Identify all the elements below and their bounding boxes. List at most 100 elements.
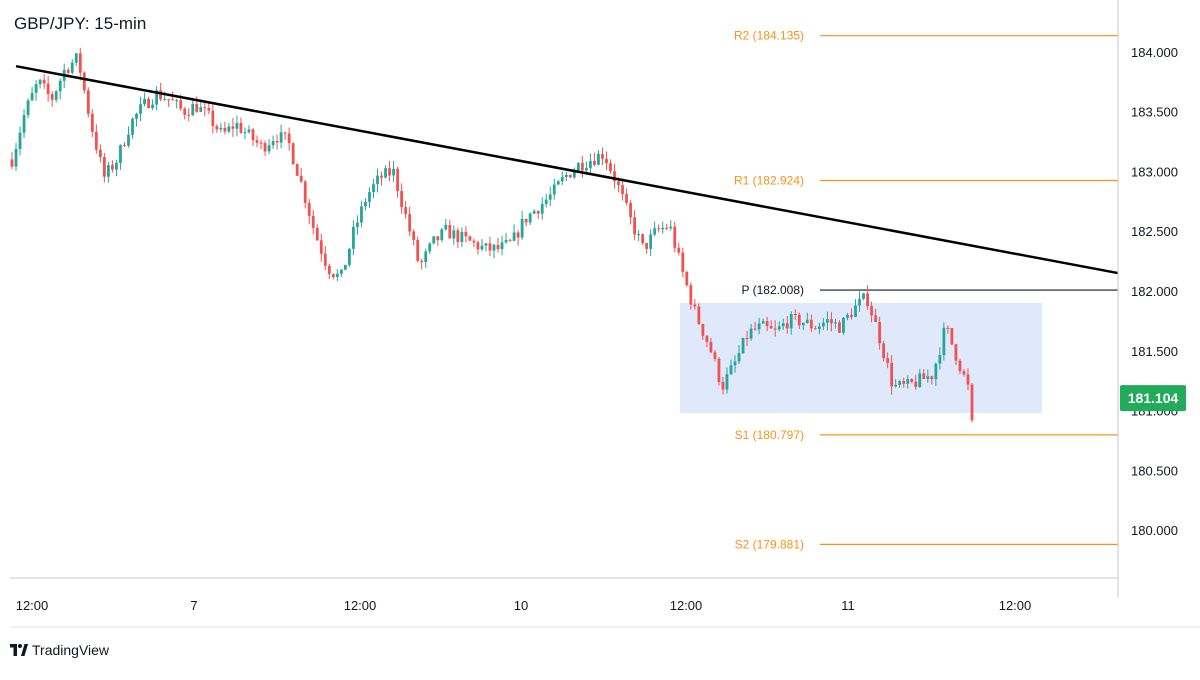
x-tick-3: 10: [514, 598, 528, 613]
candle-body-194: [789, 314, 793, 329]
candle-body-43: [183, 108, 187, 115]
candle-body-214: [870, 306, 873, 316]
candle-body-169: [689, 285, 693, 305]
candle-body-52: [219, 127, 223, 130]
candle-body-202: [821, 322, 825, 327]
candle-body-21: [94, 131, 98, 150]
candle-body-84: [348, 248, 351, 265]
candle-body-185: [753, 328, 757, 330]
candle-body-93: [384, 168, 387, 178]
range-box-layer: [680, 302, 1042, 413]
candle-body-82: [339, 269, 343, 274]
candle-body-112: [460, 231, 464, 242]
candle-body-135: [552, 184, 556, 195]
candle-body-24: [107, 165, 110, 177]
candle-body-129: [528, 213, 532, 223]
candle-body-0: [10, 159, 14, 167]
candle-body-209: [850, 314, 853, 318]
candle-body-226: [918, 373, 922, 387]
candle-body-92: [380, 175, 383, 178]
candle-body-66: [275, 141, 279, 143]
candle-body-99: [408, 214, 412, 232]
x-tick-1: 7: [190, 598, 197, 613]
candle-body-179: [729, 365, 733, 375]
candle-body-65: [271, 141, 275, 146]
candle-body-180: [733, 361, 737, 366]
candle-body-44: [187, 114, 191, 116]
axes-layer: 180.000180.500181.000181.500182.000182.5…: [10, 0, 1200, 628]
candle-body-176: [717, 358, 721, 382]
candle-body-207: [842, 317, 845, 333]
candle-body-198: [805, 319, 809, 323]
candle-body-233: [946, 327, 950, 329]
candle-body-70: [291, 143, 295, 165]
candle-body-80: [331, 274, 335, 278]
candle-body-83: [343, 264, 347, 270]
candle-body-188: [765, 321, 769, 327]
candle-body-195: [793, 314, 797, 316]
candle-body-239: [970, 384, 974, 421]
candle-body-25: [111, 165, 114, 170]
candle-body-41: [175, 100, 179, 102]
x-tick-2: 12:00: [344, 598, 377, 613]
candle-body-234: [950, 327, 954, 345]
candle-body-54: [227, 126, 231, 132]
candle-body-133: [544, 199, 548, 204]
candle-body-137: [560, 176, 564, 182]
candle-body-115: [472, 240, 476, 243]
candle-body-104: [428, 243, 432, 252]
candle-body-205: [834, 322, 837, 324]
candle-body-186: [757, 323, 761, 330]
candle-body-139: [568, 174, 572, 178]
candle-body-237: [962, 371, 966, 375]
y-tick-3: 181.500: [1131, 344, 1178, 359]
candle-body-78: [323, 253, 327, 266]
candle-body-166: [677, 247, 681, 253]
candle-body-48: [203, 107, 207, 109]
trendline-layer: [15, 64, 1119, 275]
candle-body-17: [78, 53, 82, 73]
candle-body-102: [420, 260, 424, 263]
candle-body-74: [307, 202, 311, 216]
candle-body-190: [773, 328, 777, 330]
candle-body-178: [725, 374, 729, 390]
candle-body-141: [576, 163, 580, 171]
candle-body-161: [657, 228, 661, 230]
candle-body-23: [102, 157, 106, 177]
candle-body-36: [155, 90, 159, 105]
candle-body-138: [564, 174, 568, 177]
candle-body-87: [360, 206, 363, 223]
candle-body-37: [159, 90, 163, 100]
candle-body-123: [504, 239, 508, 243]
candle-body-235: [954, 344, 958, 361]
candle-body-211: [858, 298, 861, 306]
candle-body-34: [147, 98, 150, 109]
candle-body-220: [894, 384, 898, 387]
candle-body-6: [34, 84, 38, 93]
y-tick-7: 183.500: [1131, 105, 1178, 120]
candle-body-69: [287, 133, 291, 144]
chart-title: GBP/JPY: 15-min: [14, 14, 147, 33]
candle-body-156: [637, 234, 641, 236]
tradingview-logo[interactable]: TradingView: [10, 642, 109, 658]
tradingview-icon: [10, 644, 28, 656]
candle-body-147: [601, 153, 604, 159]
candle-body-33: [143, 98, 146, 105]
candle-body-51: [215, 126, 219, 130]
candle-body-173: [705, 335, 709, 342]
candle-body-4: [26, 100, 30, 116]
candle-body-91: [376, 175, 379, 185]
candle-body-31: [135, 113, 138, 119]
candle-body-15: [70, 62, 74, 73]
candle-body-76: [315, 227, 319, 241]
candle-body-150: [613, 171, 616, 182]
y-tick-4: 182.000: [1131, 284, 1178, 299]
candle-body-100: [412, 231, 416, 240]
candle-body-163: [665, 227, 669, 229]
level-label-2: P (182.008): [742, 283, 805, 297]
candle-body-67: [279, 132, 283, 143]
candle-body-19: [86, 90, 90, 114]
candle-body-177: [721, 381, 725, 390]
candle-body-3: [22, 115, 26, 133]
y-tick-5: 182.500: [1131, 224, 1178, 239]
